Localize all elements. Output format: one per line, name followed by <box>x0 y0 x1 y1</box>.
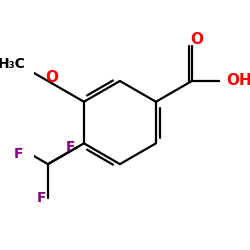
Text: F: F <box>14 147 23 161</box>
Text: F: F <box>66 140 76 154</box>
Text: O: O <box>46 70 59 84</box>
Text: O: O <box>190 32 203 47</box>
Text: H₃C: H₃C <box>0 57 26 71</box>
Text: F: F <box>36 191 46 205</box>
Text: OH: OH <box>226 74 250 88</box>
